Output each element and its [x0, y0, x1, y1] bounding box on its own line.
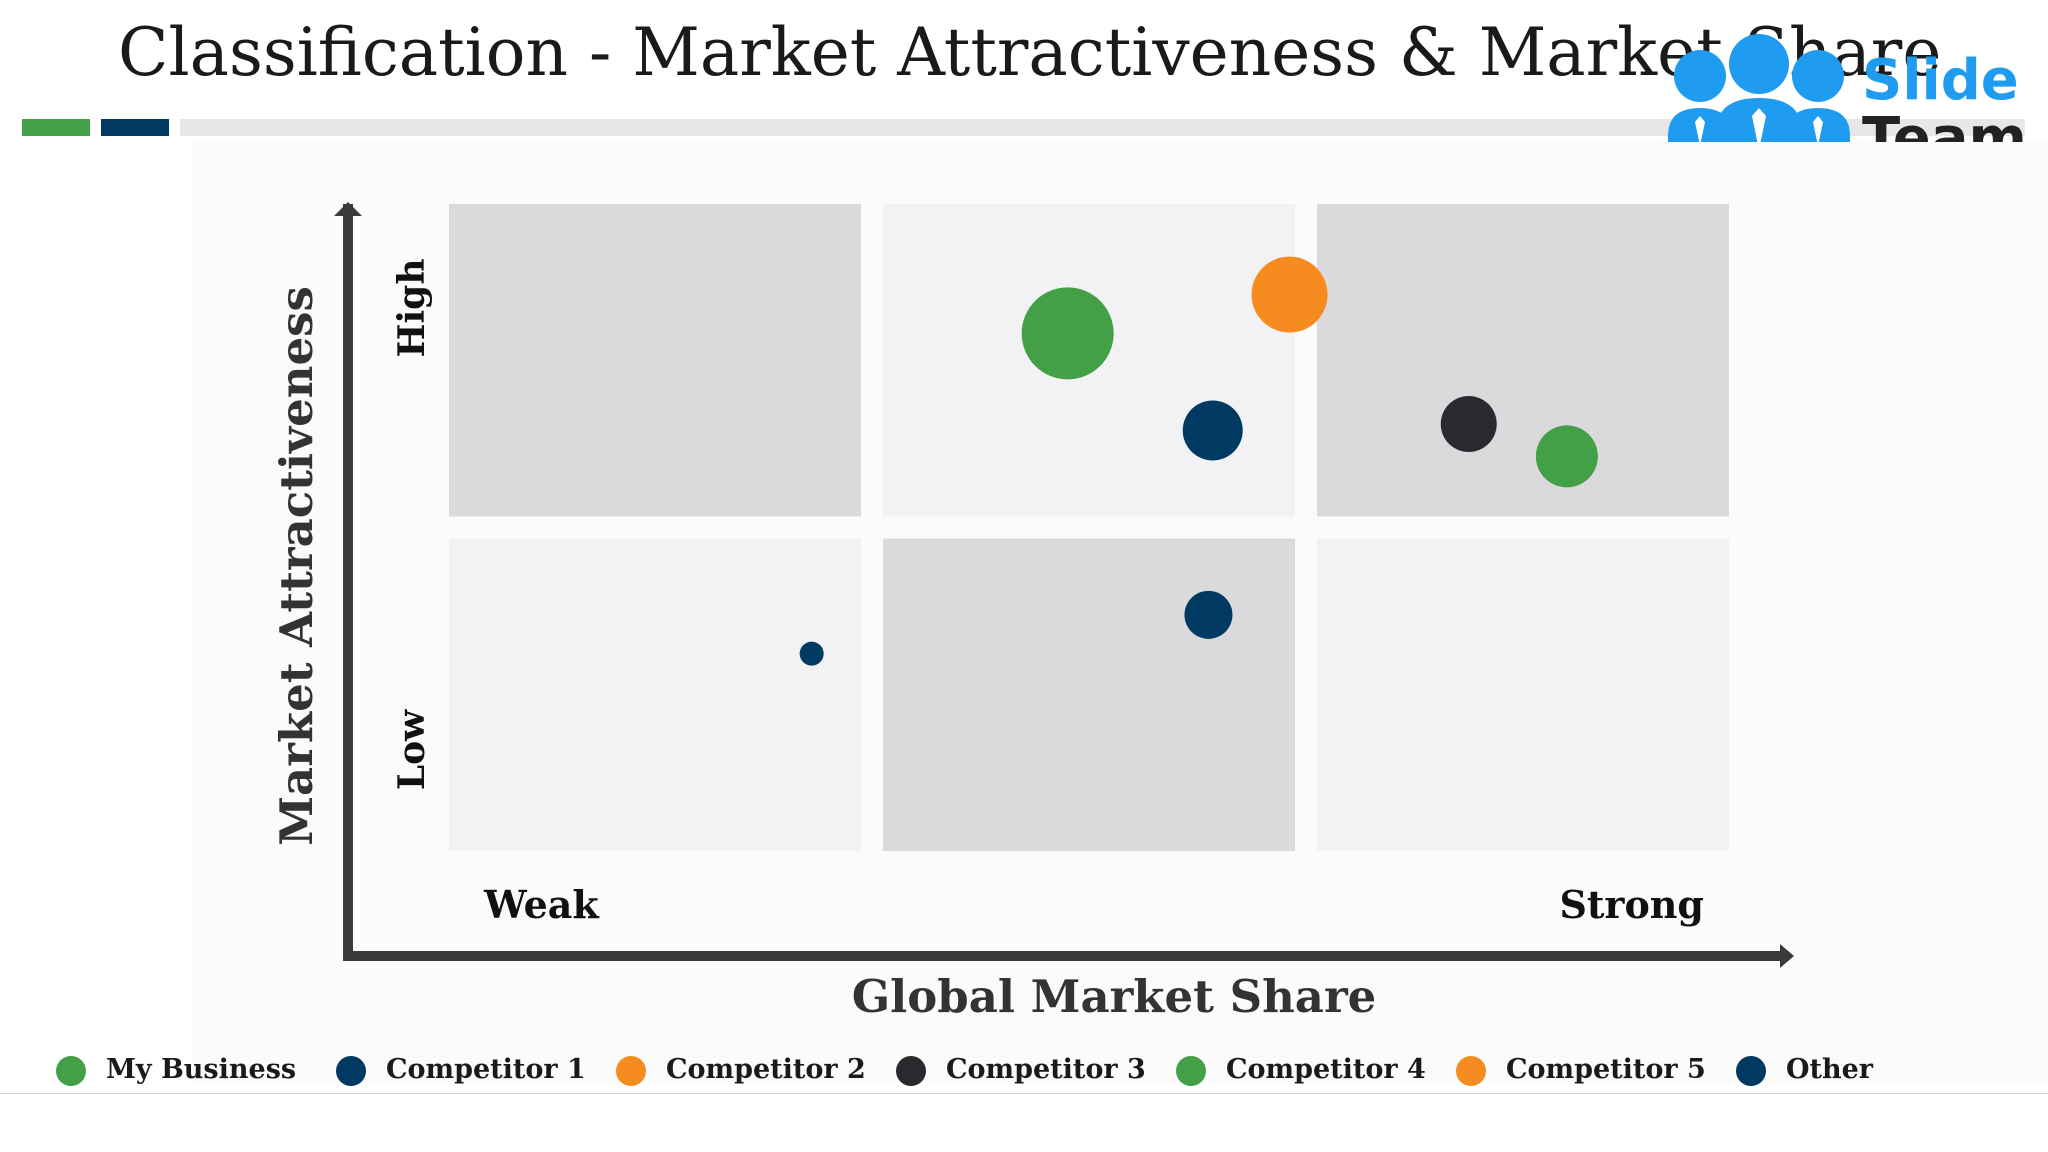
bubble-point: [1182, 400, 1243, 461]
legend-swatch: [896, 1056, 926, 1086]
bubble-point: [1251, 256, 1328, 333]
legend-label: Other: [1786, 1054, 1874, 1085]
bubble-point: [1440, 395, 1497, 452]
y-axis-arrowhead: [334, 202, 362, 216]
bubble-point: [1535, 425, 1598, 488]
bubble-point: [1021, 287, 1114, 380]
legend-swatch: [336, 1056, 366, 1086]
x-level-strong-label: Strong: [1559, 882, 1704, 927]
y-level-low-label: Low: [391, 709, 433, 790]
legend-swatch: [1456, 1056, 1486, 1086]
x-level-weak-label: Weak: [483, 882, 599, 927]
matrix-cell: [449, 204, 861, 517]
legend-label: My Business: [106, 1054, 297, 1085]
market-matrix-chart: Market Attractiveness Global Market Shar…: [270, 202, 1794, 1023]
legend-label: Competitor 4: [1226, 1054, 1426, 1085]
x-axis-title: Global Market Share: [852, 970, 1377, 1023]
legend-swatch: [1736, 1056, 1766, 1086]
title-underline-rule: [180, 119, 2025, 136]
matrix-cells: [449, 204, 1729, 851]
matrix-cell: [449, 538, 861, 851]
x-axis-arrowhead: [1780, 944, 1794, 968]
legend-label: Competitor 5: [1506, 1054, 1706, 1085]
legend-swatch: [1176, 1056, 1206, 1086]
title-accent-blue-bar: [101, 119, 169, 136]
y-axis-title: Market Attractiveness: [270, 286, 323, 846]
matrix-cell: [883, 538, 1295, 851]
data-points: [799, 256, 1598, 666]
matrix-cell: [1317, 538, 1729, 851]
bubble-point: [799, 641, 824, 666]
legend-swatch: [56, 1056, 86, 1086]
legend-label: Competitor 2: [666, 1054, 866, 1085]
logo-slide-text: Slide: [1862, 48, 2019, 113]
matrix-cell: [1317, 204, 1729, 517]
bubble-point: [1184, 590, 1233, 639]
y-level-high-label: High: [391, 258, 433, 357]
footer-divider: [0, 1093, 2048, 1094]
legend-swatch: [616, 1056, 646, 1086]
legend-label: Competitor 3: [946, 1054, 1146, 1085]
page-title: Classification - Market Attractiveness &…: [118, 14, 1942, 91]
title-accent-green-bar: [22, 119, 90, 136]
legend-label: Competitor 1: [386, 1054, 586, 1085]
